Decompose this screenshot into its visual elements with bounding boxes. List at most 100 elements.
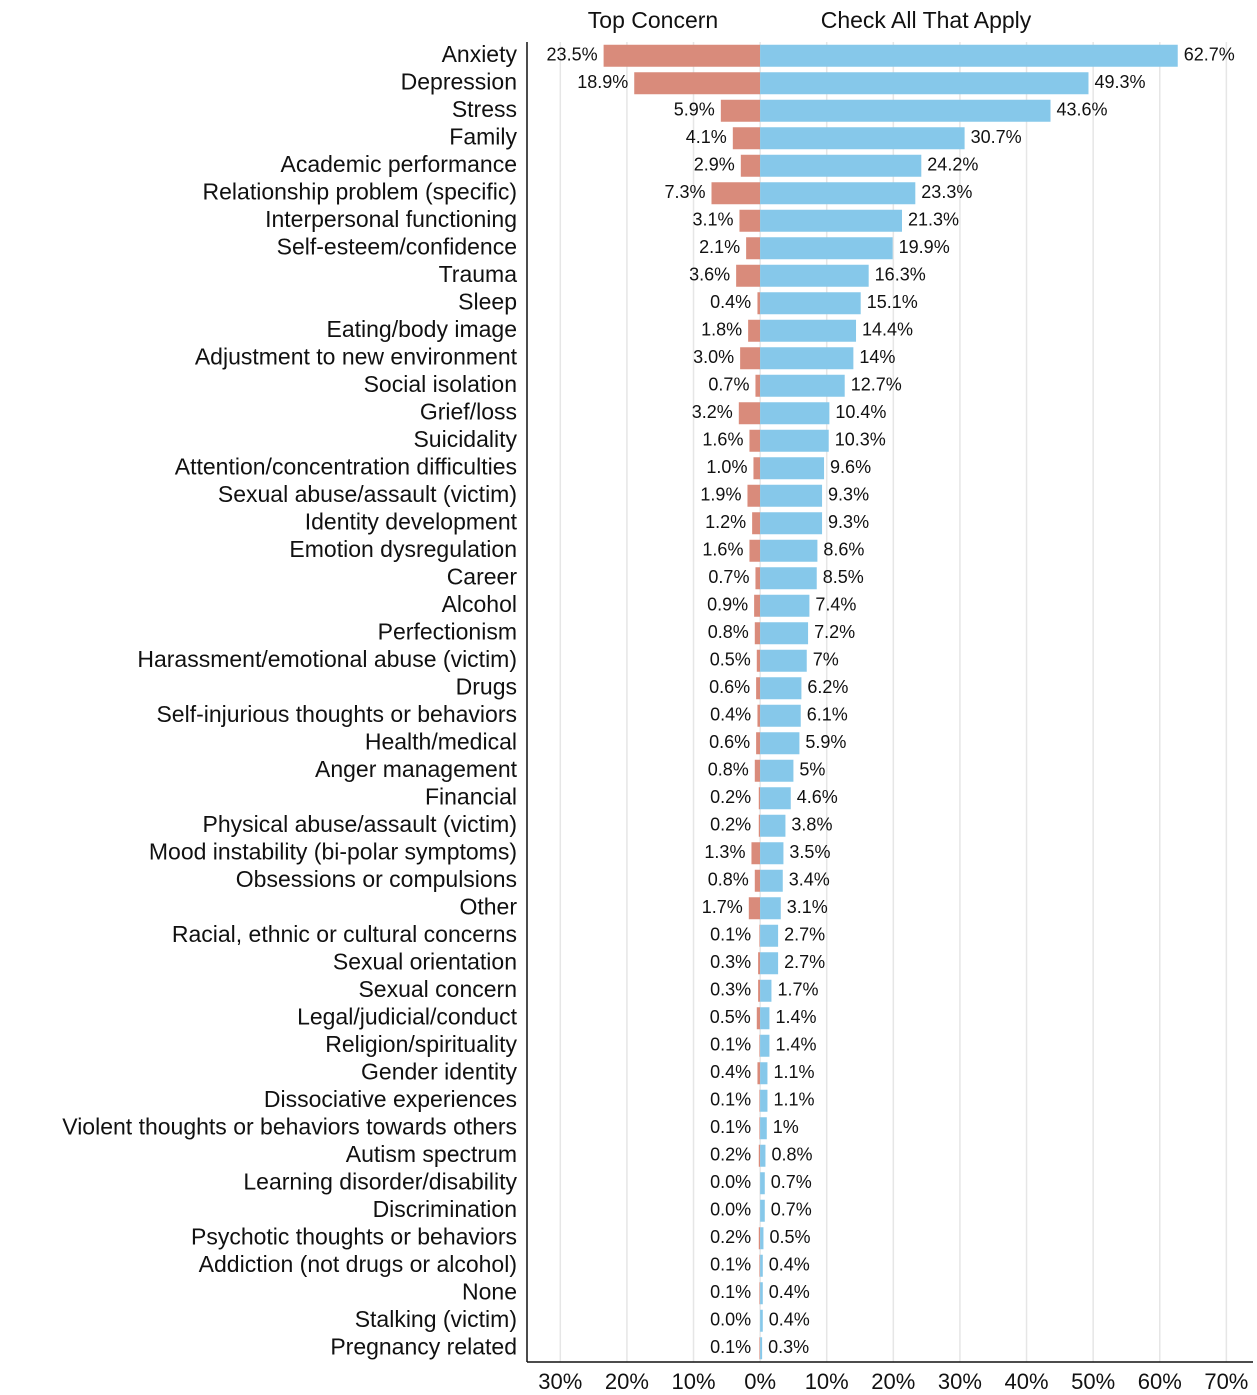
category-label: Drugs: [456, 673, 517, 699]
value-label: 1.1%: [773, 1062, 814, 1082]
bar: [760, 1144, 766, 1167]
bar: [760, 319, 857, 342]
value-label: 3.2%: [692, 402, 733, 422]
bar: [732, 127, 761, 150]
category-label: Financial: [425, 783, 517, 809]
bar: [739, 209, 761, 232]
bar: [758, 979, 761, 1002]
value-label: 0.7%: [771, 1172, 812, 1192]
bar: [760, 457, 825, 480]
bar: [749, 429, 761, 452]
value-label: 3.0%: [693, 347, 734, 367]
category-label: Racial, ethnic or cultural concerns: [172, 921, 517, 947]
category-label: Sleep: [458, 288, 517, 314]
bar: [758, 1227, 761, 1250]
value-label: 4.6%: [797, 787, 838, 807]
value-label: 15.1%: [867, 292, 918, 312]
category-label: Suicidality: [413, 426, 517, 452]
x-tick-label: 40%: [1005, 1369, 1049, 1394]
bar: [760, 72, 1089, 95]
value-label: 0.5%: [710, 650, 751, 670]
category-label: Self-injurious thoughts or behaviors: [156, 701, 517, 727]
value-label: 0.1%: [710, 1117, 751, 1137]
bar: [760, 842, 784, 865]
value-label: 7%: [813, 650, 839, 670]
value-label: 9.3%: [828, 485, 869, 505]
category-label: Pregnancy related: [330, 1333, 517, 1359]
value-label: 7.3%: [664, 182, 705, 202]
bar: [749, 539, 761, 562]
value-label: 0.4%: [710, 292, 751, 312]
category-label: Interpersonal functioning: [265, 206, 517, 232]
value-label: 0.6%: [709, 732, 750, 752]
bar: [760, 787, 791, 810]
bar: [747, 484, 761, 507]
category-label: Family: [449, 123, 517, 149]
category-label: Physical abuse/assault (victim): [203, 811, 517, 837]
value-label: 0.8%: [708, 622, 749, 642]
value-label: 0.7%: [771, 1200, 812, 1220]
x-tick-label: 50%: [1071, 1369, 1115, 1394]
value-label: 0.9%: [707, 595, 748, 615]
category-label: Emotion dysregulation: [289, 536, 517, 562]
x-tick-label: 30%: [938, 1369, 982, 1394]
category-label: Gender identity: [361, 1058, 517, 1084]
x-tick-label: 20%: [871, 1369, 915, 1394]
value-label: 2.7%: [784, 925, 825, 945]
category-label: Anxiety: [442, 41, 518, 67]
value-label: 23.5%: [547, 45, 598, 65]
value-label: 0.4%: [769, 1310, 810, 1330]
bar: [760, 649, 807, 672]
value-label: 0.7%: [708, 567, 749, 587]
x-tick-label: 10%: [805, 1369, 849, 1394]
category-label: None: [462, 1278, 517, 1304]
value-label: 2.1%: [699, 237, 740, 257]
value-label: 1.1%: [773, 1090, 814, 1110]
x-tick-label: 10%: [671, 1369, 715, 1394]
value-label: 7.4%: [815, 595, 856, 615]
bar: [760, 1282, 763, 1305]
bar: [758, 787, 761, 810]
value-label: 0.2%: [710, 1145, 751, 1165]
bar: [755, 374, 761, 397]
value-label: 10.3%: [835, 430, 886, 450]
bar: [603, 44, 761, 67]
value-label: 2.9%: [694, 155, 735, 175]
bar: [760, 99, 1051, 122]
category-label: Obsessions or compulsions: [236, 866, 517, 892]
value-label: 0.5%: [769, 1227, 810, 1247]
bar: [755, 567, 761, 590]
bar: [760, 869, 783, 892]
bar: [760, 374, 845, 397]
value-label: 0.7%: [708, 375, 749, 395]
bar: [736, 264, 761, 287]
bar: [756, 732, 761, 755]
category-label: Sexual abuse/assault (victim): [218, 481, 517, 507]
bar: [760, 759, 794, 782]
value-label: 0.4%: [710, 1062, 751, 1082]
bar: [760, 44, 1178, 67]
value-label: 7.2%: [814, 622, 855, 642]
bar: [759, 1254, 761, 1277]
value-label: 5.9%: [674, 100, 715, 120]
bar: [760, 347, 854, 370]
bar: [746, 237, 761, 260]
category-label: Sexual orientation: [333, 948, 517, 974]
category-label: Relationship problem (specific): [203, 178, 517, 204]
value-label: 30.7%: [971, 127, 1022, 147]
category-label: Self-esteem/confidence: [277, 233, 517, 259]
value-label: 0.1%: [710, 1255, 751, 1275]
value-label: 3.8%: [791, 815, 832, 835]
category-label: Health/medical: [365, 728, 517, 754]
category-label: Violent thoughts or behaviors towards ot…: [62, 1113, 517, 1139]
bar: [760, 264, 869, 287]
value-label: 1%: [773, 1117, 799, 1137]
bar: [748, 319, 761, 342]
value-label: 18.9%: [577, 72, 628, 92]
bar: [759, 1089, 761, 1112]
bar: [757, 292, 761, 315]
bar: [758, 814, 761, 837]
value-label: 1.4%: [775, 1007, 816, 1027]
bar: [757, 704, 761, 727]
value-label: 14%: [859, 347, 895, 367]
